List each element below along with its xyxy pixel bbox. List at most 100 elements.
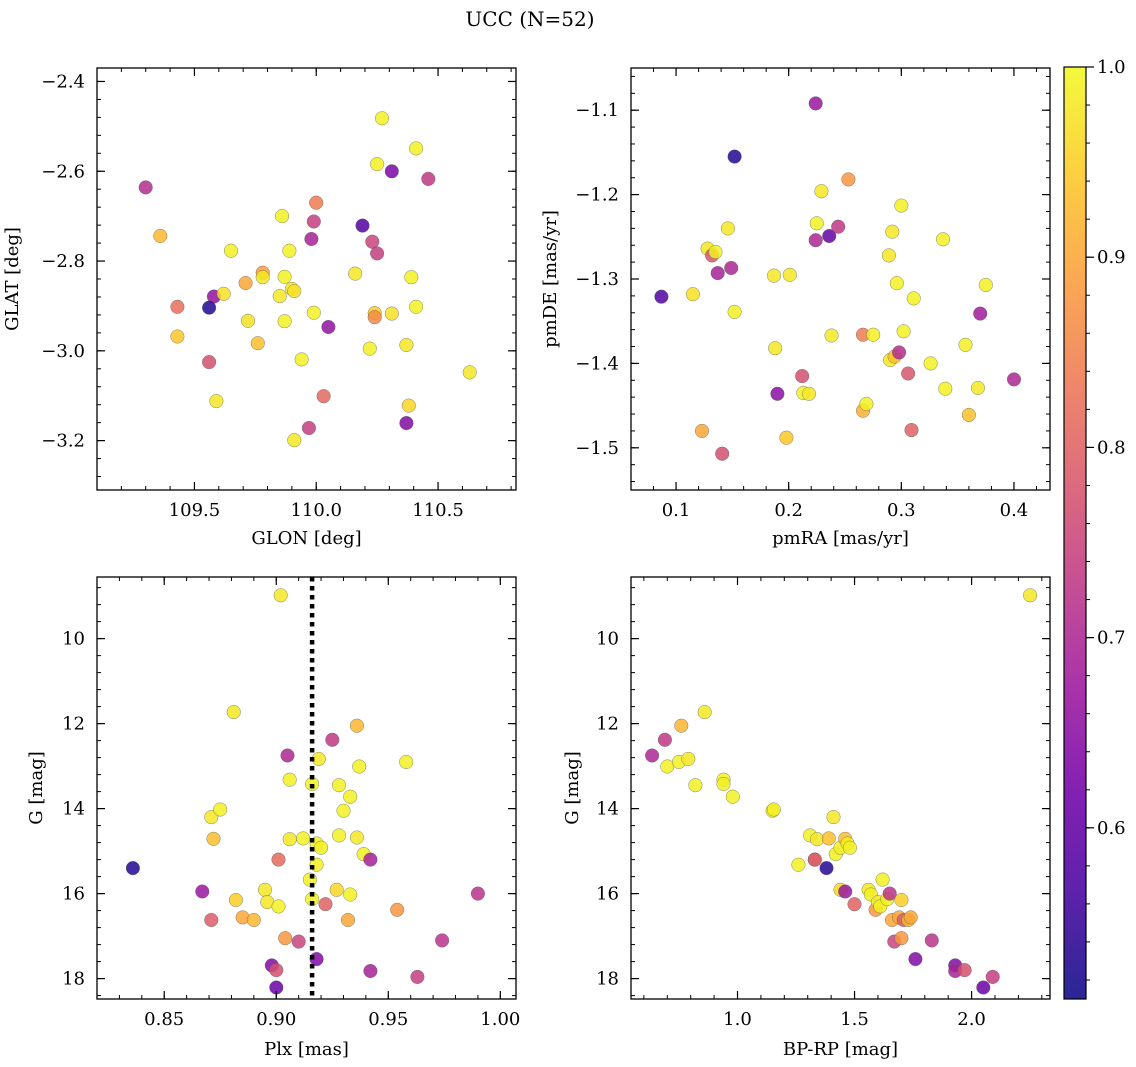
colorbar-tick-label: 0.8	[1097, 437, 1126, 458]
data-point	[814, 184, 829, 199]
data-point	[904, 423, 919, 438]
data-point	[985, 969, 1000, 984]
data-point	[768, 341, 783, 356]
data-point	[795, 369, 810, 384]
data-point	[238, 275, 253, 291]
data-point	[336, 803, 351, 818]
data-point	[202, 300, 217, 315]
data-point	[866, 327, 881, 342]
data-point	[291, 934, 306, 949]
data-point	[246, 912, 261, 928]
data-point	[1006, 372, 1022, 387]
data-point	[807, 852, 822, 867]
data-point	[808, 233, 823, 248]
data-point	[282, 832, 297, 847]
x-tick-label: 0.85	[144, 1009, 184, 1030]
data-point	[842, 840, 857, 855]
x-tick-label: 0.4	[1000, 500, 1029, 521]
data-point	[318, 897, 333, 912]
data-point	[316, 389, 331, 404]
data-point	[882, 886, 897, 901]
data-point	[710, 266, 725, 281]
pmra-pmde-points	[654, 96, 1022, 461]
data-point	[343, 887, 358, 902]
data-point	[859, 396, 874, 411]
data-point	[273, 588, 288, 603]
colorbar-tick-label: 0.6	[1097, 818, 1126, 839]
data-point	[399, 337, 414, 353]
data-point	[881, 248, 896, 263]
data-point	[685, 287, 700, 302]
data-point	[306, 305, 321, 320]
data-point	[370, 246, 385, 261]
data-point	[306, 214, 321, 229]
data-point	[973, 306, 988, 321]
data-point	[352, 759, 367, 774]
y-axis-label: pmDE [mas/yr]	[540, 210, 561, 348]
data-point	[1023, 588, 1038, 603]
data-point	[957, 963, 972, 978]
data-point	[727, 149, 742, 164]
data-point	[287, 284, 302, 299]
data-point	[838, 884, 853, 899]
data-point	[766, 802, 781, 817]
x-tick-label: 110.5	[412, 500, 464, 521]
data-point	[885, 224, 900, 239]
y-tick-label: 16	[596, 884, 619, 905]
data-point	[782, 267, 797, 282]
data-point	[228, 892, 243, 908]
data-point	[727, 304, 742, 319]
data-point	[697, 705, 712, 720]
data-point	[770, 386, 785, 401]
y-tick-label: −2.4	[41, 71, 85, 92]
data-point	[206, 831, 221, 846]
data-point	[250, 336, 265, 351]
data-point	[287, 433, 302, 448]
data-point	[331, 778, 347, 793]
x-tick-label: 0.90	[256, 1009, 296, 1030]
plx-g-panel: 0.85 0.90 0.95 1.00 10 12 14 16 18 Plx [mas] G [ma…	[26, 576, 520, 1060]
data-point	[343, 789, 358, 804]
data-point	[401, 398, 416, 413]
data-point	[340, 912, 356, 928]
y-tick-label: 14	[62, 799, 85, 820]
data-point	[329, 882, 344, 897]
axes-frame	[96, 67, 517, 491]
data-point	[694, 423, 710, 438]
data-point	[903, 910, 918, 925]
data-point	[824, 328, 839, 343]
y-tick-label: −1.1	[575, 100, 619, 121]
data-point	[269, 963, 284, 978]
figure-title: UCC (N=52)	[465, 7, 594, 31]
data-point	[906, 291, 921, 306]
y-tick-label: −3.0	[41, 341, 85, 362]
data-point	[138, 180, 153, 195]
data-point	[978, 277, 993, 292]
y-tick-label: 12	[62, 714, 85, 735]
y-tick-label: −1.5	[575, 438, 619, 459]
glon-glat-panel: 109.5 110.0 110.5 −2.4 −2.6 −2.8 −3.0 −3.2 GLON …	[2, 67, 517, 549]
y-tick-label: 18	[596, 969, 619, 990]
x-tick-label: 0.1	[662, 500, 691, 521]
x-tick-label: 0.95	[368, 1009, 408, 1030]
data-point	[399, 416, 414, 431]
data-point	[889, 276, 904, 291]
data-point	[894, 198, 909, 213]
data-point	[367, 310, 382, 325]
y-tick-label: −1.2	[575, 185, 619, 206]
data-point	[223, 243, 239, 258]
data-point	[255, 270, 270, 285]
data-point	[657, 732, 672, 747]
data-point	[779, 430, 794, 445]
x-tick-label: 1.5	[840, 1009, 869, 1030]
x-axis-label: BP-RP [mag]	[783, 1039, 898, 1060]
data-point	[470, 886, 485, 901]
data-point	[301, 420, 316, 436]
data-point	[278, 931, 293, 946]
data-point	[271, 852, 286, 867]
data-point	[681, 751, 696, 766]
data-point	[304, 231, 319, 247]
data-point	[348, 266, 363, 281]
data-point	[688, 778, 703, 793]
data-point	[349, 718, 364, 733]
